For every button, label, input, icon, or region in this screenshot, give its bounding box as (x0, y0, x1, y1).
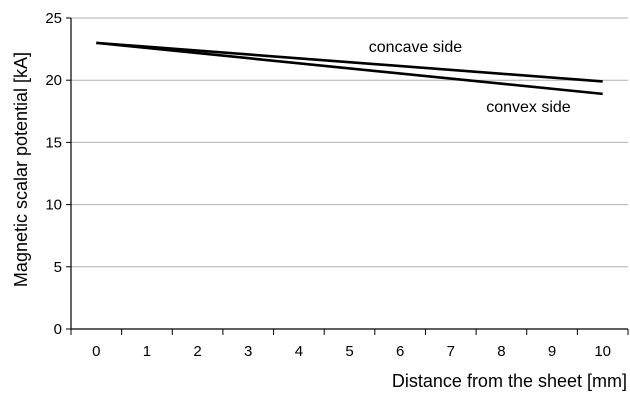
x-tick-label: 6 (396, 343, 404, 360)
x-tick-label: 4 (295, 343, 303, 360)
y-tick-label: 20 (45, 72, 62, 89)
y-tick-label: 15 (45, 134, 62, 151)
y-axis-title: Magnetic scalar potential [kA] (11, 52, 31, 287)
x-tick-label: 1 (143, 343, 151, 360)
x-tick-label: 7 (447, 343, 455, 360)
x-tick-label: 8 (497, 343, 505, 360)
series-label-1: concave side (369, 39, 462, 56)
y-tick-label: 25 (45, 10, 62, 27)
x-tick-label: 10 (594, 343, 611, 360)
series-line-1 (96, 41, 603, 83)
series-line-2 (96, 41, 603, 96)
series-label-2: convex side (486, 99, 571, 116)
x-tick-label: 0 (92, 343, 100, 360)
x-tick-label: 5 (345, 343, 353, 360)
y-tick-label: 0 (54, 321, 62, 338)
series-lines (96, 41, 603, 96)
y-tick-label: 5 (54, 259, 62, 276)
y-axis-ticks: 0 5 10 15 20 25 (45, 10, 71, 338)
x-tick-label: 3 (244, 343, 252, 360)
x-axis-ticks: 0 1 2 3 4 5 6 7 8 9 10 (70, 329, 629, 360)
x-tick-label: 2 (193, 343, 201, 360)
x-tick-label: 9 (548, 343, 556, 360)
y-tick-label: 10 (45, 197, 62, 214)
x-axis-title: Distance from the sheet [mm] (392, 371, 627, 391)
series-labels: concave side convex side (369, 39, 571, 116)
grid-lines (71, 17, 628, 268)
